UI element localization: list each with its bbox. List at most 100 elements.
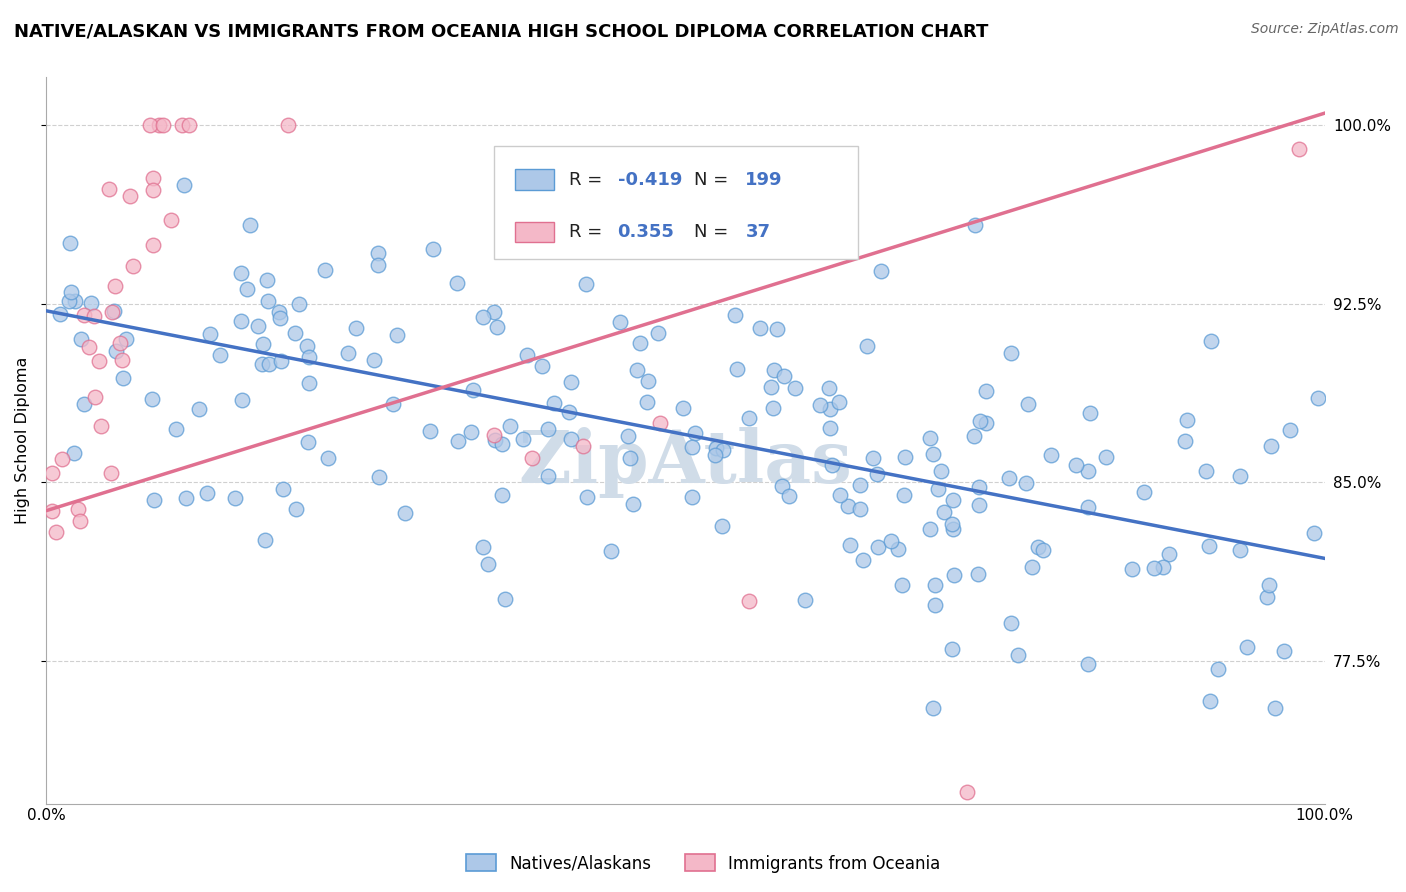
Point (536, 422, 558, 436)
Point (231, 266, 253, 280)
Point (314, 263, 336, 277)
Point (969, 480, 991, 494)
Point (1039, 448, 1062, 462)
Point (59, 236, 82, 251)
Point (794, 593, 817, 607)
Point (818, 402, 841, 417)
Point (956, 785, 979, 799)
Point (152, 118, 174, 132)
Point (485, 319, 508, 334)
Text: -0.419: -0.419 (617, 170, 682, 188)
Point (519, 234, 541, 248)
Point (1077, 657, 1099, 672)
Point (1143, 561, 1166, 575)
Point (1260, 439, 1282, 453)
Point (512, 432, 534, 446)
Point (869, 263, 891, 277)
Point (73, 397, 96, 411)
Text: Source: ZipAtlas.com: Source: ZipAtlas.com (1251, 22, 1399, 37)
Point (1000, 615, 1022, 630)
Point (382, 397, 405, 411)
Point (472, 310, 495, 324)
Point (1152, 559, 1174, 574)
Point (941, 641, 963, 656)
Point (422, 243, 444, 257)
Point (1077, 464, 1099, 478)
Point (484, 304, 506, 318)
Point (600, 543, 623, 558)
Point (84, 390, 107, 404)
Point (710, 519, 733, 533)
Point (66, 501, 89, 516)
Point (866, 467, 889, 481)
Point (236, 282, 259, 296)
Point (974, 416, 997, 430)
Point (828, 395, 851, 409)
Point (943, 567, 966, 582)
Point (63, 446, 86, 460)
Point (387, 328, 409, 343)
Point (142, 183, 165, 197)
Point (738, 594, 761, 608)
Point (200, 327, 222, 342)
Point (967, 567, 990, 582)
Point (142, 237, 165, 252)
Point (1229, 542, 1251, 557)
Point (616, 428, 638, 442)
Point (837, 499, 859, 513)
Text: N =: N = (695, 170, 734, 188)
Point (484, 433, 506, 447)
Point (231, 392, 253, 407)
Point (1121, 561, 1143, 575)
Y-axis label: High School Diploma: High School Diploma (15, 357, 30, 524)
Point (269, 311, 291, 326)
Point (142, 170, 165, 185)
Point (637, 374, 659, 388)
Point (537, 468, 560, 483)
Point (491, 488, 513, 502)
Point (367, 258, 389, 272)
Point (725, 361, 748, 376)
Point (70, 332, 93, 346)
Point (572, 440, 595, 454)
Point (1264, 701, 1286, 715)
Point (530, 359, 553, 373)
Point (344, 321, 367, 335)
Point (1256, 590, 1278, 604)
Point (818, 381, 841, 395)
Point (942, 493, 965, 508)
Point (447, 434, 470, 448)
Point (965, 218, 987, 232)
Point (628, 336, 651, 351)
Point (288, 297, 311, 311)
Point (830, 487, 852, 501)
Point (738, 410, 761, 425)
Point (852, 552, 875, 566)
Point (520, 451, 543, 466)
Point (748, 320, 770, 334)
Point (648, 416, 671, 430)
Point (969, 413, 991, 427)
Point (724, 308, 747, 322)
Point (969, 498, 991, 512)
Point (924, 578, 946, 592)
Text: NATIVE/ALASKAN VS IMMIGRANTS FROM OCEANIA HIGH SCHOOL DIPLOMA CORRELATION CHART: NATIVE/ALASKAN VS IMMIGRANTS FROM OCEANI… (14, 22, 988, 40)
Point (761, 380, 783, 394)
Point (880, 534, 903, 549)
Point (1021, 559, 1043, 574)
Point (1208, 662, 1230, 676)
Point (765, 322, 787, 336)
Point (165, 422, 187, 436)
Point (142, 492, 165, 507)
Point (856, 339, 879, 353)
Point (1236, 640, 1258, 654)
Point (762, 401, 785, 416)
Point (367, 246, 389, 260)
Point (671, 401, 693, 416)
Point (257, 357, 280, 371)
Point (477, 557, 499, 571)
Point (1174, 434, 1197, 449)
Point (104, 279, 127, 293)
Point (148, 118, 170, 132)
Point (89, 353, 111, 368)
